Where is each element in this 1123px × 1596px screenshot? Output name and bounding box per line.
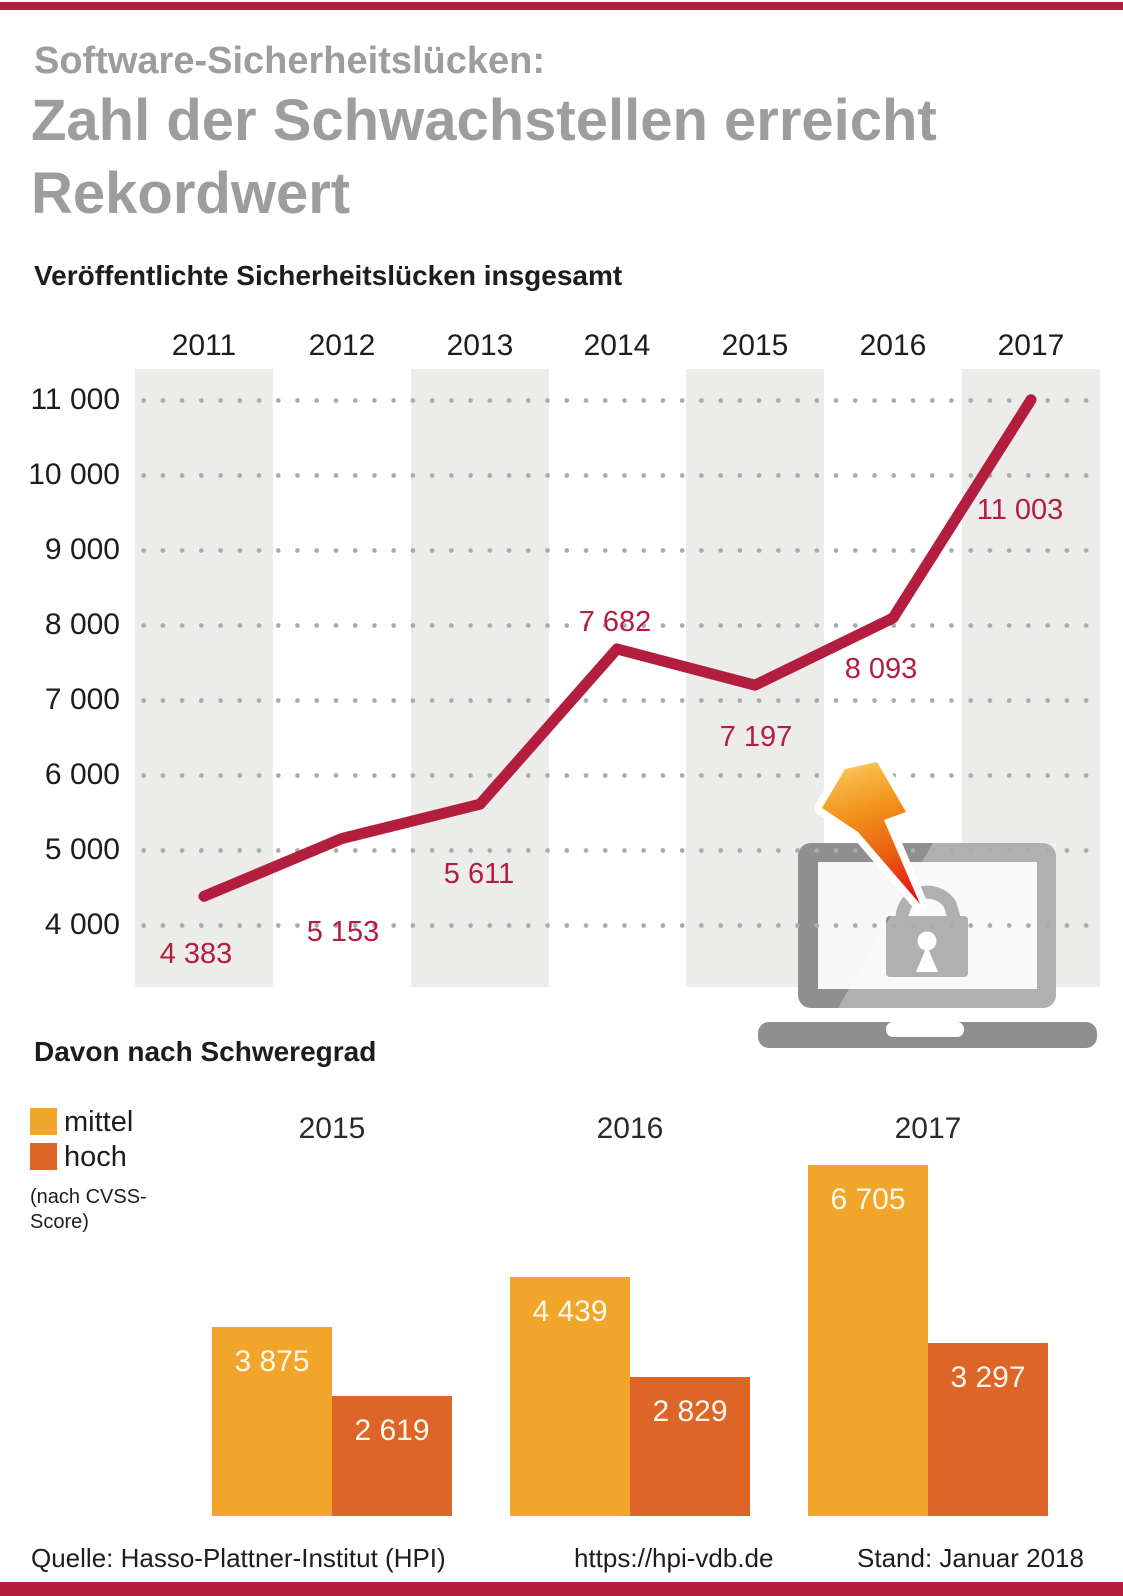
bar-value-label: 3 297	[950, 1361, 1026, 1394]
bar-value-label: 2 829	[652, 1395, 728, 1428]
x-axis-label: 2011	[171, 329, 237, 362]
y-axis-tick: 5 000	[44, 833, 120, 866]
bar-year-label: 2015	[298, 1112, 366, 1145]
data-label: 8 093	[844, 653, 918, 686]
legend-swatch-hoch	[30, 1143, 57, 1170]
bottom-accent-bar	[0, 1582, 1123, 1596]
data-label: 5 153	[306, 915, 380, 948]
kicker-text: Software-Sicherheitslücken:	[34, 40, 546, 82]
page-title: Zahl der Schwachstellen erreicht Rekordw…	[31, 84, 937, 230]
x-axis-label: 2017	[997, 329, 1065, 362]
x-axis-label: 2012	[308, 329, 376, 362]
y-axis-tick: 4 000	[44, 908, 120, 941]
bar-mittel-2017: 6 705	[808, 1165, 928, 1516]
footer-source: Quelle: Hasso-Plattner-Institut (HPI)	[31, 1543, 446, 1573]
page-title-line1: Zahl der Schwachstellen erreicht	[31, 88, 937, 153]
legend-label-hoch: hoch	[64, 1141, 127, 1173]
bar-hoch-2016: 2 829	[630, 1377, 750, 1516]
data-label: 11 003	[976, 493, 1064, 526]
bar-hoch-2017: 3 297	[928, 1343, 1048, 1516]
y-axis-tick: 8 000	[44, 608, 120, 641]
footer-url: https://hpi-vdb.de	[574, 1543, 774, 1573]
bar-mittel-2016: 4 439	[510, 1277, 630, 1516]
lightning-bolt-shape	[822, 762, 920, 904]
laptop-base-notch	[886, 1022, 964, 1037]
bar-mittel-2015: 3 875	[212, 1327, 332, 1516]
section-title-total: Veröffentlichte Sicherheitslücken insges…	[34, 260, 623, 291]
bar-value-label: 3 875	[234, 1345, 310, 1378]
bar-hoch-2015: 2 619	[332, 1396, 452, 1516]
legend-note: (nach CVSS-Score)	[30, 1186, 147, 1233]
bar-year-label: 2017	[894, 1112, 962, 1145]
bar-year-label: 2016	[596, 1112, 664, 1145]
data-label: 5 611	[443, 858, 515, 891]
section-title-severity: Davon nach Schweregrad	[34, 1036, 377, 1067]
x-axis-label: 2015	[721, 329, 789, 362]
lightning-bolt-icon	[814, 754, 928, 912]
bar-value-label: 2 619	[354, 1414, 430, 1447]
data-label: 4 383	[159, 938, 233, 971]
x-axis-label: 2014	[583, 329, 651, 362]
top-accent-bar	[0, 2, 1123, 10]
footer-date: Stand: Januar 2018	[857, 1543, 1084, 1573]
vulnerability-trend-line	[198, 394, 1037, 902]
data-label: 7 682	[578, 605, 652, 638]
page-title-line2: Rekordwert	[31, 161, 351, 226]
legend-label-mittel: mittel	[64, 1106, 134, 1138]
bar-value-label: 6 705	[830, 1183, 906, 1216]
legend-swatch-mittel	[30, 1108, 57, 1135]
bar-value-label: 4 439	[532, 1295, 608, 1328]
y-axis-tick: 6 000	[44, 758, 120, 791]
x-axis-label: 2013	[446, 329, 514, 362]
y-axis-tick: 9 000	[44, 533, 120, 566]
x-axis-label: 2016	[859, 329, 927, 362]
y-axis-tick: 10 000	[28, 458, 120, 491]
y-axis-tick: 11 000	[30, 383, 120, 416]
y-axis-tick: 7 000	[44, 683, 120, 716]
data-label: 7 197	[719, 721, 793, 754]
